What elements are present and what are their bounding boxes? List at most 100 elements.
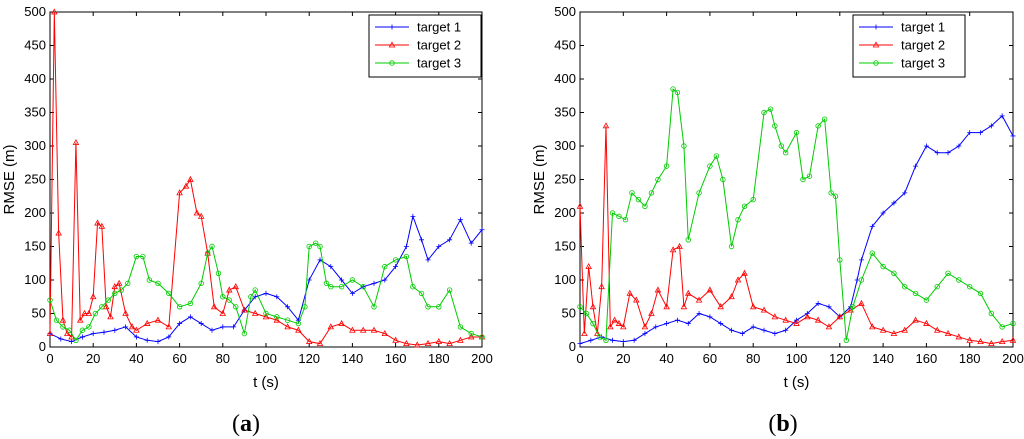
legend-marker	[388, 41, 396, 48]
data-point	[102, 303, 110, 310]
data-point	[69, 339, 75, 345]
data-point	[635, 196, 642, 203]
data-point	[728, 243, 735, 250]
data-point	[155, 280, 161, 287]
data-point	[622, 216, 629, 223]
data-point	[231, 324, 237, 330]
data-point	[317, 243, 323, 250]
data-point	[685, 237, 691, 243]
data-point	[382, 263, 388, 270]
data-point	[815, 123, 821, 129]
data-point	[403, 244, 409, 249]
series-target-2	[46, 8, 486, 348]
data-point	[832, 193, 839, 199]
data-point	[988, 123, 994, 129]
data-point	[793, 129, 800, 136]
data-point	[133, 334, 139, 340]
data-point	[60, 324, 66, 330]
data-point	[735, 216, 741, 223]
data-point	[782, 149, 789, 156]
data-point	[669, 246, 677, 253]
data-point	[589, 303, 597, 310]
data-point	[598, 283, 605, 290]
data-point	[826, 304, 832, 310]
legend-marker	[873, 60, 879, 66]
data-point	[891, 200, 897, 206]
legend-marker	[389, 60, 395, 66]
data-point	[615, 319, 623, 326]
legend: target 1 target 2 target 3	[368, 14, 482, 78]
legend-box	[852, 14, 966, 78]
data-point	[590, 320, 596, 327]
data-point	[198, 321, 204, 327]
data-point	[86, 324, 92, 330]
data-point	[663, 163, 670, 169]
data-point	[295, 320, 302, 327]
data-point	[934, 150, 940, 156]
data-point	[360, 284, 366, 290]
x-tick-label: 60	[703, 351, 717, 366]
legend-box	[368, 14, 482, 78]
data-point	[956, 277, 962, 283]
data-point	[457, 324, 464, 330]
data-point	[750, 324, 756, 330]
data-point	[251, 309, 259, 316]
data-point	[641, 323, 649, 330]
data-point	[204, 250, 211, 256]
data-point	[47, 297, 53, 303]
data-point	[263, 310, 269, 317]
data-point	[248, 294, 254, 300]
data-point	[901, 326, 909, 333]
data-point	[101, 329, 107, 335]
data-point	[741, 203, 748, 209]
data-point	[729, 327, 735, 333]
data-point	[880, 210, 886, 216]
panel-label-open: (	[232, 411, 240, 437]
data-point	[193, 209, 201, 216]
data-point	[176, 189, 183, 196]
data-point	[713, 153, 720, 159]
x-tick-label: 160	[916, 351, 938, 366]
series-target-3	[47, 240, 485, 343]
data-point	[187, 175, 194, 182]
data-point	[312, 240, 319, 246]
data-point	[1009, 336, 1017, 343]
data-point	[274, 314, 280, 320]
data-point	[435, 338, 443, 345]
data-point	[182, 182, 190, 189]
data-point	[323, 280, 330, 287]
data-point	[739, 331, 745, 337]
data-point	[146, 277, 153, 283]
data-point	[73, 337, 79, 343]
data-point	[468, 240, 474, 246]
data-point	[967, 284, 973, 290]
data-point	[655, 176, 661, 183]
data-point	[187, 300, 194, 307]
data-point	[912, 316, 919, 323]
data-point	[338, 284, 345, 290]
y-tick-label: 500	[24, 4, 46, 19]
data-point	[143, 319, 151, 326]
data-point	[793, 319, 800, 326]
data-point	[988, 310, 995, 317]
data-point	[92, 310, 99, 317]
data-point	[706, 286, 714, 293]
panel-label-close: )	[252, 411, 260, 437]
data-point	[64, 329, 71, 336]
data-point	[349, 277, 356, 283]
data-point	[125, 280, 131, 287]
data-point	[609, 210, 616, 216]
data-point	[85, 309, 93, 316]
data-point	[328, 264, 334, 270]
data-point	[576, 202, 584, 209]
data-point	[879, 326, 887, 333]
data-point	[198, 280, 204, 287]
x-tick-label: 180	[428, 351, 450, 366]
data-point	[923, 143, 929, 149]
data-point	[66, 327, 73, 333]
y-tick-label: 0	[569, 339, 576, 354]
y-axis-label: RMSE (m)	[531, 145, 548, 215]
data-point	[670, 86, 676, 92]
y-tick-label: 50	[32, 306, 46, 321]
data-point	[577, 341, 583, 347]
